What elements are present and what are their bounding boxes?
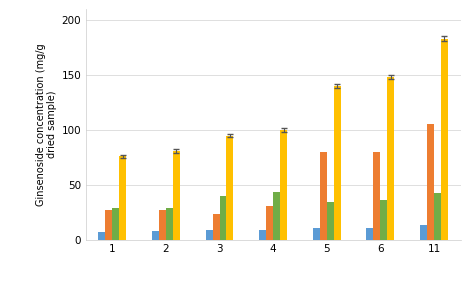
Bar bbox=[227, 136, 233, 240]
Bar bbox=[320, 152, 327, 240]
Bar bbox=[219, 196, 227, 240]
Bar bbox=[334, 86, 341, 240]
Bar bbox=[373, 152, 380, 240]
Bar bbox=[259, 230, 266, 240]
Bar bbox=[273, 192, 280, 240]
Bar bbox=[420, 225, 427, 240]
Bar bbox=[173, 151, 180, 240]
Bar bbox=[366, 228, 373, 240]
Y-axis label: Ginsenoside concentration (mg/g
dried sample): Ginsenoside concentration (mg/g dried sa… bbox=[36, 43, 57, 206]
Bar bbox=[380, 200, 387, 240]
Bar bbox=[98, 232, 105, 240]
Bar bbox=[427, 124, 434, 240]
Bar bbox=[434, 193, 441, 240]
Bar bbox=[441, 39, 448, 240]
Bar bbox=[105, 210, 112, 240]
Bar bbox=[112, 208, 119, 240]
Bar bbox=[119, 156, 126, 240]
Bar bbox=[280, 130, 287, 240]
Bar bbox=[206, 230, 212, 240]
Bar bbox=[313, 228, 320, 240]
Bar bbox=[387, 77, 394, 240]
Bar bbox=[152, 231, 159, 240]
Bar bbox=[159, 210, 166, 240]
Bar bbox=[166, 208, 173, 240]
Bar bbox=[327, 202, 334, 240]
Bar bbox=[266, 206, 273, 240]
Bar bbox=[212, 214, 219, 240]
